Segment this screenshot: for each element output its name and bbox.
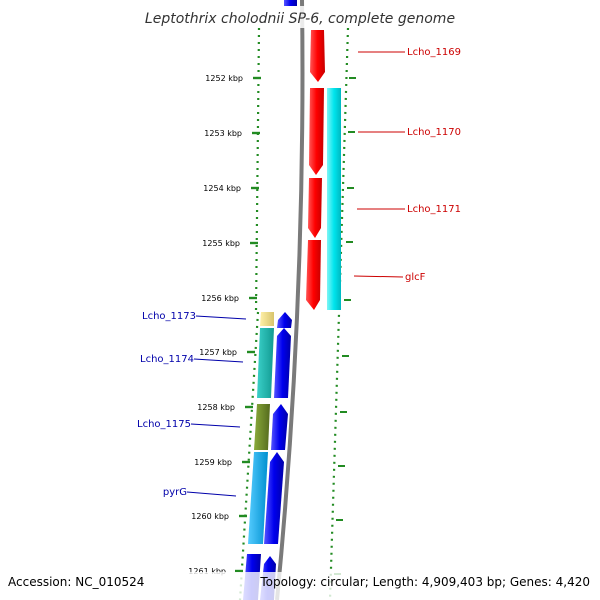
tick-label-1258: 1258 kbp: [197, 403, 235, 412]
tick-label-1257: 1257 kbp: [199, 348, 237, 357]
reverse-cds-lcho1173: [277, 312, 292, 328]
genome-summary-text: Topology: circular; Length: 4,909,403 bp…: [259, 575, 590, 589]
gene-label-glcf: glcF: [405, 272, 426, 283]
leader-glcf: [353, 275, 404, 278]
title-backdrop: [138, 6, 462, 28]
reverse-cds-lcho1175: [271, 404, 288, 450]
gene-label-lcho1175: Lcho_1175: [137, 419, 191, 430]
reverse-cog-khaki: [260, 312, 274, 326]
gene-label-lcho1169: Lcho_1169: [407, 47, 461, 58]
reverse-cds-pyrg: [264, 452, 284, 544]
leader-pyrg: [186, 491, 237, 497]
forward-cds-glcf: [306, 240, 321, 310]
accession-text: Accession: NC_010524: [8, 575, 144, 589]
forward-cog-cyan-bar: [327, 88, 341, 310]
leader-lcho1173: [195, 315, 247, 320]
gene-label-lcho1171: Lcho_1171: [407, 204, 461, 215]
forward-cds-lcho1169: [310, 30, 325, 82]
kbp-ticks: [235, 76, 261, 573]
leader-lcho1174: [193, 358, 244, 363]
gene-label-lcho1174: Lcho_1174: [140, 354, 194, 365]
outer-dotted-track-right: [328, 27, 350, 600]
reverse-cds-lcho1174: [274, 328, 291, 398]
footer-backdrop: [0, 572, 600, 600]
tick-label-1256: 1256 kbp: [201, 294, 239, 303]
tick-label-1255: 1255 kbp: [202, 239, 240, 248]
reverse-cog-olive: [254, 404, 270, 450]
tick-label-1253: 1253 kbp: [204, 129, 242, 138]
genome-backbone: [275, 0, 305, 600]
gene-label-pyrg: pyrG: [163, 487, 187, 498]
gene-label-lcho1173: Lcho_1173: [142, 311, 196, 322]
forward-cds-lcho1170: [309, 88, 324, 175]
tick-label-1259: 1259 kbp: [194, 458, 232, 467]
reverse-cds-top-stub: [284, 0, 297, 6]
tick-label-1260: 1260 kbp: [191, 512, 229, 521]
tick-label-1252: 1252 kbp: [205, 74, 243, 83]
tick-label-1254: 1254 kbp: [203, 184, 241, 193]
outer-dotted-track-left-top: [254, 27, 261, 313]
tick-label-1261: 1261 kbp: [188, 567, 226, 576]
reverse-cog-teal: [257, 328, 274, 398]
map-title: Leptothrix cholodnii SP-6, complete geno…: [145, 11, 455, 27]
reverse-cog-skyblue: [248, 452, 268, 544]
gene-label-lcho1170: Lcho_1170: [407, 127, 461, 138]
leader-lcho1175: [190, 423, 241, 428]
forward-cds-lcho1171: [308, 178, 322, 238]
